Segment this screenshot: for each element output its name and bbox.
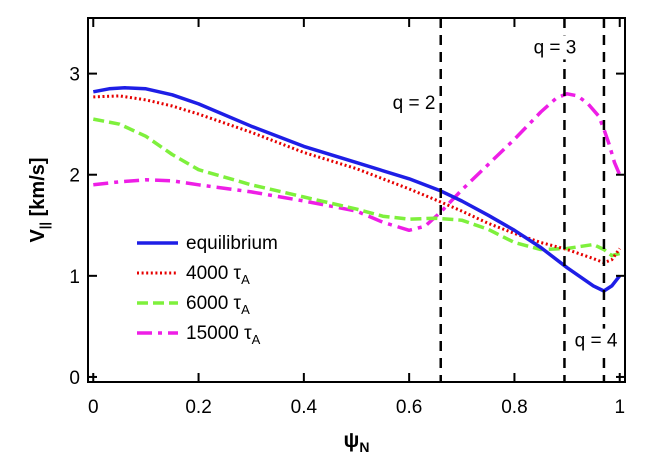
x-tick-label: 0.6 [396,397,422,418]
y-tick-label: 3 [69,65,80,86]
legend-label-main: 6000 τ [186,293,242,314]
legend-label-sub: A [241,272,250,287]
x-axis-label: ψN [344,429,370,455]
x-axis-label-main: ψ [344,429,360,452]
q-label-2: q = 2 [393,93,436,114]
q-label-bg [525,35,584,60]
x-tick-label: 0.4 [291,397,318,418]
q-lines-group: q = 2 q = 3 q = 4 [381,18,626,382]
y-axis-label: V|| [km/s] [27,157,52,242]
legend-label-main: 4000 τ [186,263,242,284]
legend-label-sub: A [241,302,250,317]
y-tick-label: 1 [69,267,80,288]
q-label-bg [567,328,626,353]
legend-label-3: 15000 τA [186,323,261,347]
legend-label-1: 4000 τA [186,263,250,287]
x-tick-label: 1 [614,397,625,418]
x-tick-label: 0.2 [185,397,211,418]
series-line-0 [92,86,622,293]
q-label-bg [381,91,440,115]
legend-label-main: 15000 τ [186,323,252,344]
legend-label-main: equilibrium [186,233,278,254]
legend-label-0: equilibrium [186,233,278,254]
y-axis-label-sub: || [37,222,52,229]
series-line-3 [93,92,622,233]
series-line-1 [93,94,621,265]
series-line-2 [92,117,621,258]
q-label-3: q = 3 [534,37,577,58]
x-tick-label: 0.8 [501,397,527,418]
legend-label-sub: A [252,332,261,347]
y-axis-label-main: V [27,229,49,243]
y-axis-label-unit: [km/s] [27,157,49,221]
series-group [92,86,622,293]
plot-frame [87,17,626,383]
ticks-group: 0 0.2 0.4 0.6 0.8 1 0 1 2 3 [69,18,625,418]
q-label-4: q = 4 [575,331,618,352]
y-tick-label: 0 [69,368,80,389]
y-tick-label: 2 [69,166,80,187]
legend-label-2: 6000 τA [186,293,250,317]
x-axis-label-sub: N [359,439,369,455]
x-tick-label: 0 [88,397,99,418]
